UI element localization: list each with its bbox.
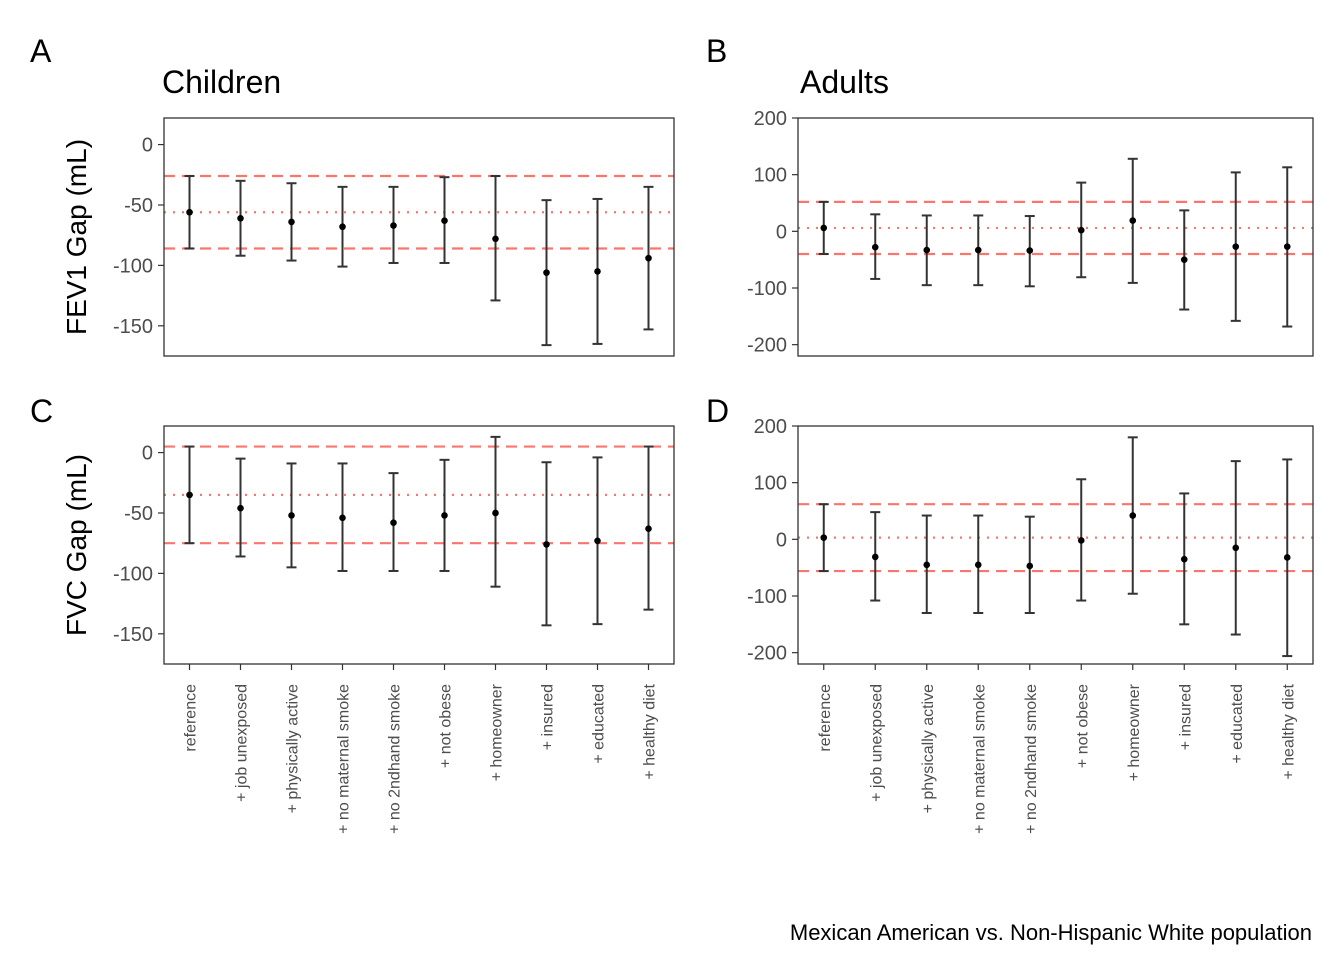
estimate-point-1 (871, 243, 879, 251)
figure-caption: Mexican American vs. Non-Hispanic White … (789, 920, 1312, 945)
x-tick-label: + educated (1229, 684, 1246, 764)
estimate-point-6 (1129, 217, 1137, 224)
panel-A: A Children FEV1 Gap (mL) 0 -50 -100 -150 (30, 33, 675, 357)
estimate-point-7 (1180, 256, 1188, 263)
panel-border (797, 117, 1314, 357)
panel-border (163, 425, 675, 665)
y-tick-label: 200 (754, 416, 787, 438)
panel-C: C FVC Gap (mL) 0 -50 -100 -150 reference + job … (30, 393, 675, 834)
panel-title: Children (162, 64, 281, 100)
x-tick-label: + physically active (920, 684, 937, 813)
panel-B: B Adults 200 100 0 -100 -200 (706, 33, 1314, 357)
estimate-point-6 (492, 509, 499, 517)
y-tick-label: -50 (124, 195, 153, 217)
x-tick-label: + homeowner (489, 683, 506, 781)
estimate-point-5 (441, 217, 448, 224)
panel-title: Adults (800, 64, 889, 100)
panel-border (163, 117, 675, 357)
y-axis-label: FVC Gap (mL) (61, 454, 92, 636)
estimate-point-5 (1077, 537, 1085, 544)
panel-D: D 200 100 0 -100 -200 reference + job unexposed… (706, 393, 1314, 834)
x-tick-label: + healthy diet (1280, 683, 1297, 779)
estimate-point-1 (237, 214, 244, 222)
estimate-point-3 (974, 561, 982, 569)
estimate-point-3 (974, 246, 982, 254)
y-tick-label: 0 (776, 529, 787, 551)
panel-tag: C (30, 393, 53, 429)
estimate-point-8 (1232, 544, 1240, 552)
y-tick-label: 100 (754, 165, 787, 187)
estimate-point-0 (820, 534, 828, 541)
x-tick-label: + insured (1177, 684, 1194, 750)
y-tick-label: -200 (747, 335, 787, 357)
estimate-point-0 (186, 491, 193, 499)
y-tick-label: -100 (747, 586, 787, 608)
estimate-point-4 (390, 222, 397, 229)
y-tick-label: 0 (776, 221, 787, 243)
estimate-point-8 (594, 537, 601, 545)
panel-border (797, 425, 1314, 665)
x-tick-label: + job unexposed (234, 684, 251, 802)
estimate-point-5 (1077, 226, 1085, 234)
estimate-point-0 (186, 208, 193, 216)
panel-tag: B (706, 33, 727, 69)
x-tick-label: + homeowner (1126, 683, 1143, 781)
x-tick-label: + no maternal smoke (336, 684, 353, 834)
estimate-point-9 (1283, 243, 1291, 250)
estimate-point-0 (820, 224, 828, 232)
estimate-point-2 (288, 512, 295, 519)
estimate-point-7 (543, 541, 550, 548)
estimate-point-1 (871, 553, 879, 561)
y-axis-label: FEV1 Gap (mL) (61, 139, 92, 335)
x-tick-label: + job unexposed (868, 684, 885, 802)
y-tick-label: -100 (113, 563, 153, 585)
estimate-point-9 (645, 525, 652, 532)
estimate-point-2 (923, 246, 931, 254)
estimate-point-6 (1129, 512, 1137, 519)
estimate-point-7 (543, 269, 550, 276)
x-tick-label: + physically active (285, 684, 302, 813)
x-tick-label: reference (183, 684, 200, 752)
estimate-point-9 (1283, 554, 1291, 561)
y-tick-label: -150 (113, 624, 153, 646)
estimate-point-3 (339, 223, 346, 231)
estimate-point-7 (1180, 555, 1188, 563)
estimate-point-8 (594, 268, 601, 275)
y-tick-label: -150 (113, 316, 153, 338)
x-tick-label: + no 2ndhand smoke (387, 684, 404, 834)
x-tick-label: + healthy diet (642, 683, 659, 779)
estimate-point-4 (1026, 562, 1034, 570)
x-tick-label: + no 2ndhand smoke (1023, 684, 1040, 834)
panel-tag: D (706, 393, 729, 429)
panel-tag: A (30, 33, 52, 69)
estimate-point-9 (645, 254, 652, 262)
y-tick-label: -200 (747, 643, 787, 665)
estimate-point-4 (390, 519, 397, 526)
x-tick-label: + educated (591, 684, 608, 764)
y-tick-label: -50 (124, 503, 153, 525)
estimate-point-5 (441, 512, 448, 519)
y-tick-label: 200 (754, 108, 787, 130)
x-tick-label: + no maternal smoke (971, 684, 988, 834)
estimate-point-2 (288, 218, 295, 226)
y-tick-label: -100 (113, 255, 153, 277)
x-tick-label: + insured (540, 684, 557, 750)
x-tick-label: + not obese (438, 684, 455, 768)
estimate-point-8 (1232, 243, 1240, 250)
y-tick-label: 100 (754, 473, 787, 495)
y-tick-label: 0 (142, 135, 153, 157)
x-tick-label: + not obese (1074, 684, 1091, 768)
estimate-point-3 (339, 514, 346, 522)
estimate-point-1 (237, 504, 244, 512)
y-tick-label: 0 (142, 443, 153, 465)
x-tick-label: reference (817, 684, 834, 752)
estimate-point-6 (492, 235, 499, 243)
estimate-point-2 (923, 561, 931, 569)
estimate-point-4 (1026, 247, 1034, 254)
y-tick-label: -100 (747, 278, 787, 300)
